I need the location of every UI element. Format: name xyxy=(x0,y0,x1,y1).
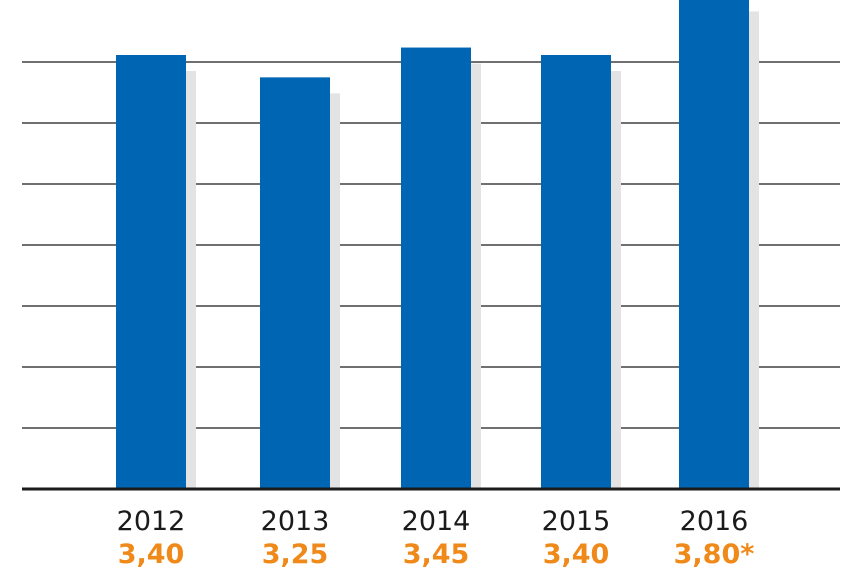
bar xyxy=(679,0,749,490)
value-label: 3,45 xyxy=(403,539,470,570)
category-labels: 2012 2013 2014 2015 2016 xyxy=(117,506,749,537)
value-label: 3,40 xyxy=(543,539,610,570)
bar xyxy=(541,55,611,489)
value-label: 3,25 xyxy=(262,539,329,570)
bars xyxy=(116,0,749,490)
value-labels: 3,40 3,25 3,45 3,40 3,80* xyxy=(118,539,755,570)
category-label: 2014 xyxy=(402,506,471,537)
bar xyxy=(401,47,471,490)
category-label: 2016 xyxy=(680,506,749,537)
category-label: 2015 xyxy=(542,506,611,537)
value-label: 3,80* xyxy=(674,539,755,570)
bar xyxy=(116,55,186,489)
bar xyxy=(260,77,330,489)
category-label: 2013 xyxy=(261,506,330,537)
category-label: 2012 xyxy=(117,506,186,537)
value-label: 3,40 xyxy=(118,539,185,570)
